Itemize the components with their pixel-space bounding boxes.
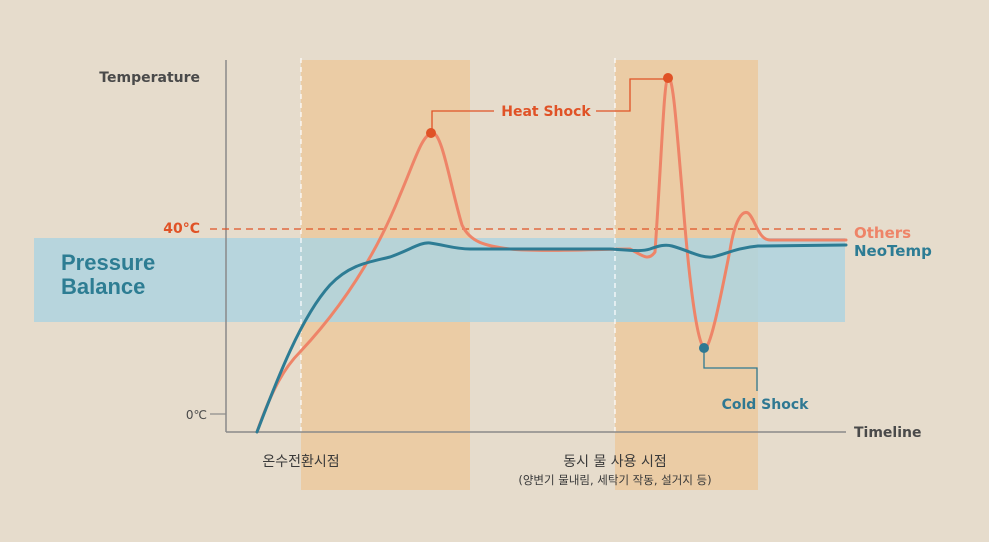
heat-shock-label: Heat Shock [501, 104, 591, 120]
y-axis-label: Temperature [99, 70, 200, 86]
heat-shock-marker [663, 73, 673, 83]
band-label-line2: Balance [61, 274, 145, 299]
phase-label-simultaneous: 동시 물 사용 시점 [563, 454, 667, 470]
legend-label-neotemp: NeoTemp [854, 242, 932, 260]
heat-shock-marker [426, 128, 436, 138]
phase-label-hot-water: 온수전환시점 [262, 454, 339, 470]
phase-sublabel-simultaneous: (양변기 물내림, 세탁기 작동, 설거지 등) [518, 473, 711, 487]
legend-label-others: Others [854, 224, 911, 242]
x-axis-label: Timeline [854, 425, 922, 441]
cold-shock-label: Cold Shock [722, 397, 810, 413]
cold-shock-leader [703, 348, 758, 391]
threshold-label: 40°C [163, 221, 200, 237]
cold-shock-marker [699, 343, 709, 353]
heat-shock-leader-2 [596, 78, 668, 112]
band-label-line1: Pressure [61, 250, 155, 275]
heat-shock-leader-1 [431, 110, 494, 133]
series-line-others [255, 75, 848, 434]
y-tick-label-zero: 0℃ [186, 408, 207, 422]
series-line-neotemp [255, 241, 848, 434]
pressure-balance-band [34, 238, 845, 322]
